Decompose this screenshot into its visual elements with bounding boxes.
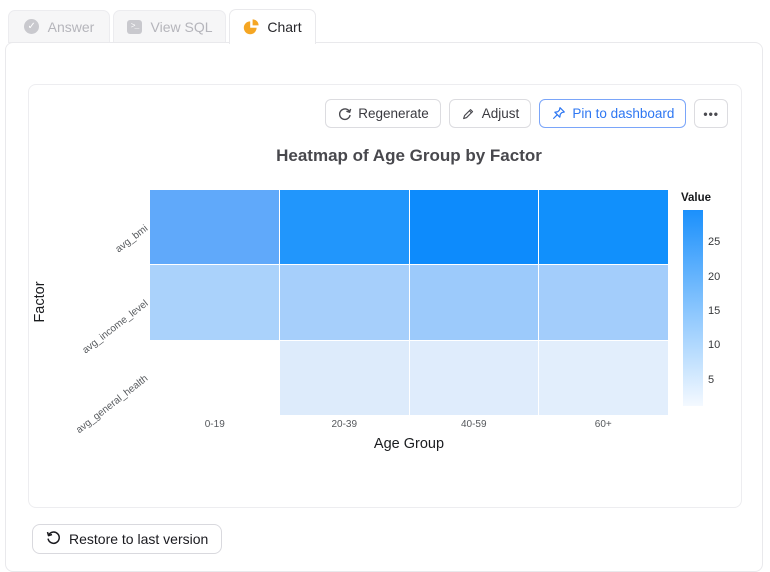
y-axis-title: Factor — [32, 281, 48, 323]
colorbar-gradient — [683, 210, 703, 406]
colorbar-tick-label: 10 — [708, 339, 721, 352]
pin-label: Pin to dashboard — [572, 106, 675, 121]
colorbar-tick-label: 20 — [708, 270, 721, 283]
regenerate-label: Regenerate — [358, 106, 429, 121]
pin-to-dashboard-button[interactable]: Pin to dashboard — [539, 99, 687, 128]
ellipsis-icon: ••• — [703, 106, 719, 121]
tab-view-sql[interactable]: >_ View SQL — [113, 10, 226, 43]
heatmap-cell-avg_bmi-20-39[interactable] — [279, 190, 409, 265]
heatmap-cell-avg_income_level-40-59[interactable] — [409, 265, 539, 340]
adjust-button[interactable]: Adjust — [448, 99, 532, 128]
terminal-icon: >_ — [127, 19, 143, 35]
tab-chart[interactable]: Chart — [229, 9, 316, 44]
heatmap-cell-avg_general_health-0-19[interactable] — [150, 341, 279, 415]
heatmap-cell-avg_income_level-20-39[interactable] — [279, 265, 409, 340]
colorbar-title: Value — [681, 192, 712, 204]
heatmap-cell-avg_general_health-40-59[interactable] — [409, 340, 539, 415]
tab-view-sql-label: View SQL — [150, 18, 213, 35]
heatmap-grid — [150, 190, 668, 415]
x-tick-label: 20-39 — [331, 419, 358, 430]
more-options-button[interactable]: ••• — [694, 99, 728, 128]
tab-chart-label: Chart — [267, 19, 302, 35]
tab-answer[interactable]: ✓ Answer — [8, 10, 110, 43]
restore-label: Restore to last version — [69, 531, 209, 547]
regenerate-button[interactable]: Regenerate — [325, 99, 441, 128]
x-tick-label: 60+ — [594, 419, 612, 430]
x-axis-title: Age Group — [373, 436, 445, 452]
colorbar-tick-label: 15 — [708, 305, 721, 318]
restore-button[interactable]: Restore to last version — [32, 524, 223, 554]
heatmap-cell-avg_income_level-0-19[interactable] — [150, 265, 279, 340]
x-tick-label: 0-19 — [204, 419, 225, 430]
heatmap-cell-avg_income_level-60+[interactable] — [539, 265, 668, 340]
heatmap-cell-avg_bmi-0-19[interactable] — [150, 190, 279, 265]
heatmap-cell-avg_general_health-20-39[interactable] — [279, 340, 409, 415]
colorbar-tick-label: 25 — [708, 236, 721, 249]
chart-title: Heatmap of Age Group by Factor — [276, 146, 542, 165]
pie-chart-icon — [243, 19, 259, 35]
heatmap-cell-avg_bmi-40-59[interactable] — [409, 190, 539, 265]
pin-icon — [551, 106, 566, 121]
heatmap-cell-avg_bmi-60+[interactable] — [539, 190, 668, 265]
x-tick-label: 40-59 — [460, 419, 487, 430]
regenerate-icon — [337, 106, 352, 121]
adjust-label: Adjust — [481, 106, 520, 121]
pencil-icon — [461, 106, 476, 121]
check-circle-icon: ✓ — [24, 19, 40, 35]
restore-icon — [46, 530, 61, 548]
colorbar-tick-label: 5 — [708, 373, 715, 386]
heatmap-cell-avg_general_health-60+[interactable] — [539, 340, 668, 415]
chart-toolbar: Regenerate Adjust Pin to dashboard ••• — [325, 99, 728, 128]
tab-answer-label: Answer — [47, 18, 95, 35]
